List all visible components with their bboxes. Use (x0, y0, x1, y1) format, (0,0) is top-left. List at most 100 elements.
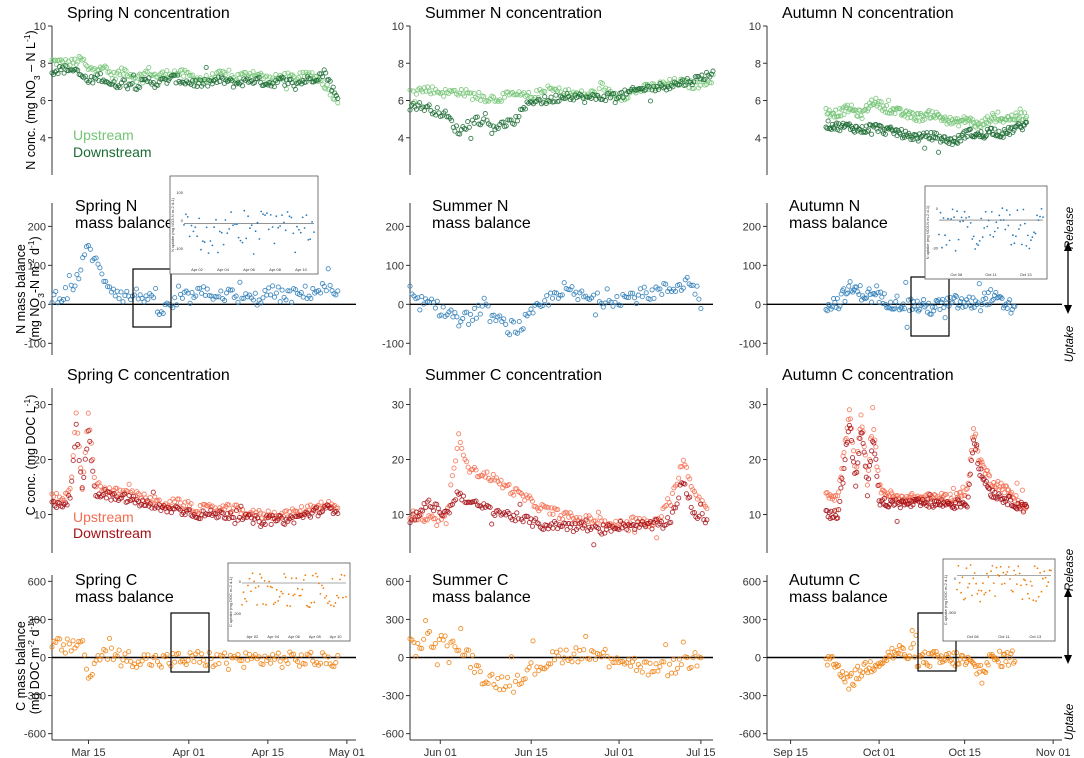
data-point (890, 128, 896, 134)
data-point (603, 526, 609, 532)
y-tick-label: 600 (386, 576, 404, 588)
data-point (264, 73, 270, 79)
data-point (943, 652, 949, 658)
data-point (63, 63, 69, 69)
data-point (417, 100, 423, 106)
data-point (60, 64, 66, 70)
data-point (842, 679, 848, 685)
data-point (416, 513, 422, 519)
data-point (613, 518, 619, 524)
data-point (522, 106, 528, 112)
inset-point (247, 584, 249, 587)
inset-point (939, 211, 942, 214)
data-point (199, 290, 205, 296)
series-downstream (823, 118, 1030, 155)
inset-x-tick: Oct 13 (1029, 634, 1042, 639)
label-part: ) (24, 395, 38, 399)
data-point (430, 644, 436, 650)
data-point (103, 648, 109, 654)
data-point (907, 308, 913, 314)
data-point (903, 279, 909, 285)
inset-point (1032, 599, 1035, 602)
data-point (426, 629, 433, 635)
data-point (275, 650, 281, 656)
data-point (865, 467, 872, 473)
data-point (867, 659, 873, 665)
series-n-mass-balance (823, 279, 1018, 330)
data-point (973, 446, 979, 453)
inset-x-tick: Apr 04 (267, 634, 280, 639)
inset-point (1021, 598, 1024, 601)
data-point (185, 69, 191, 76)
data-point (431, 508, 437, 514)
data-point (643, 290, 649, 296)
data-point (158, 507, 164, 514)
data-point (550, 511, 556, 517)
data-point (417, 307, 423, 313)
data-point (837, 303, 843, 309)
y-tick-label: 600 (743, 576, 761, 588)
data-point (452, 644, 458, 650)
inset-point (198, 217, 201, 220)
data-point (503, 321, 509, 327)
inset-point (301, 216, 304, 219)
data-point (307, 514, 314, 520)
inset-point (308, 606, 311, 609)
data-point (955, 140, 961, 146)
data-point (473, 498, 479, 504)
data-point (663, 281, 669, 287)
data-point (855, 289, 861, 295)
data-point (851, 287, 857, 293)
data-point (58, 67, 64, 73)
data-point (432, 516, 438, 522)
data-point (663, 503, 669, 509)
data-point (131, 72, 137, 78)
data-point (111, 79, 117, 85)
data-point (223, 71, 229, 78)
label-part: (mg DOC m (28, 648, 42, 715)
data-point (921, 659, 927, 665)
data-point (852, 129, 858, 135)
data-point (557, 647, 563, 653)
y-tick-label: 8 (398, 58, 404, 70)
label-part: – N L (24, 42, 38, 75)
data-point (690, 655, 696, 661)
inset-point (220, 231, 223, 234)
data-point (888, 654, 894, 660)
data-point (870, 666, 876, 672)
inset-point (266, 212, 268, 215)
inset-point (999, 219, 1002, 222)
data-point (117, 84, 123, 90)
data-point (864, 108, 870, 114)
data-point (70, 453, 76, 459)
data-point (273, 290, 279, 296)
data-point (279, 287, 285, 293)
data-point (983, 296, 989, 302)
data-point (499, 674, 505, 680)
inset-point (965, 567, 968, 570)
inset-point (213, 226, 216, 229)
data-point (1005, 299, 1012, 306)
inset-point (973, 572, 976, 574)
data-point (335, 510, 341, 517)
data-point (469, 317, 476, 323)
inset-point (228, 228, 231, 230)
y-tick-label: 0 (755, 653, 761, 665)
data-point (921, 130, 927, 136)
data-point (271, 84, 277, 90)
data-point (641, 284, 647, 290)
data-point (674, 665, 681, 671)
data-point (105, 284, 111, 290)
data-point (847, 425, 853, 431)
data-point (945, 295, 951, 301)
data-point (489, 521, 495, 527)
data-point (551, 99, 557, 105)
data-point (502, 94, 508, 100)
data-point (680, 639, 686, 645)
panel-title: Summer N concentration (425, 5, 602, 22)
data-point (474, 114, 480, 120)
data-point (164, 80, 170, 86)
data-point (610, 303, 616, 309)
